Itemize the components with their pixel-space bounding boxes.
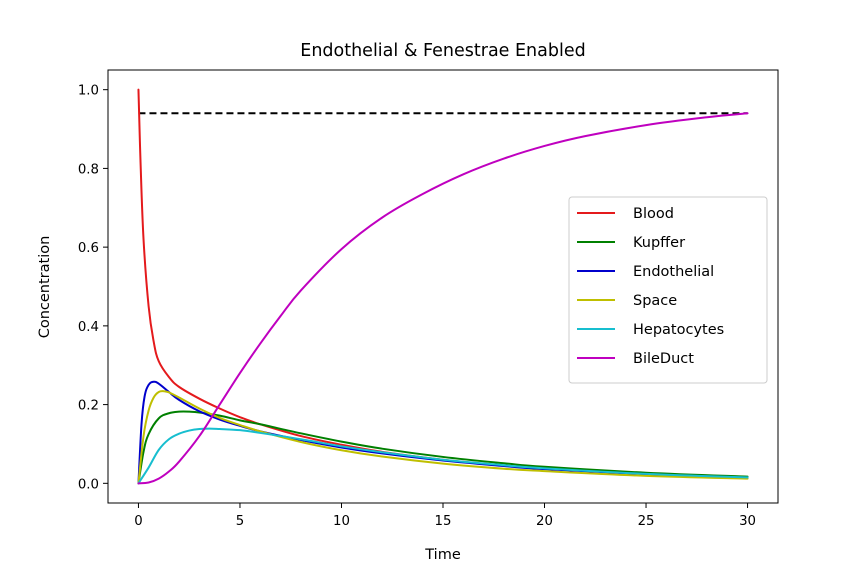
x-tick-label: 20 <box>536 514 553 529</box>
x-axis-label: Time <box>424 547 461 563</box>
legend-box <box>568 196 768 384</box>
y-tick-label: 0.4 <box>78 320 99 335</box>
x-tick-label: 10 <box>333 514 350 529</box>
legend-label: BileDuct <box>633 351 694 367</box>
y-tick-label: 0.0 <box>78 477 99 492</box>
x-axis: 0 5 10 15 20 25 30 <box>134 503 756 529</box>
legend-label: Space <box>633 293 677 309</box>
plot-area <box>137 88 749 485</box>
legend: Blood Kupffer Endothelial Space Hepatocytes B… <box>568 196 768 384</box>
y-axis-label: Concentration <box>37 236 53 339</box>
legend-label: Hepatocytes <box>633 322 724 338</box>
y-tick-label: 0.8 <box>78 162 99 177</box>
x-tick-label: 5 <box>236 514 244 529</box>
series-line-bileduct <box>137 112 749 485</box>
y-tick-label: 0.2 <box>78 399 99 414</box>
series-line-endothelial <box>137 380 749 485</box>
series-line-space <box>137 390 749 485</box>
legend-label: Endothelial <box>633 264 714 280</box>
x-tick-label: 0 <box>134 514 142 529</box>
legend-label: Blood <box>633 206 674 222</box>
y-tick-label: 0.6 <box>78 241 99 256</box>
x-tick-label: 25 <box>638 514 655 529</box>
legend-label: Kupffer <box>633 235 685 251</box>
series-line-kupffer <box>137 410 749 485</box>
y-axis: 0.0 0.2 0.4 0.6 0.8 1.0 <box>78 84 108 492</box>
series-line-hepatocytes <box>137 427 749 485</box>
x-tick-label: 30 <box>739 514 756 529</box>
y-tick-label: 1.0 <box>78 84 99 99</box>
x-tick-label: 15 <box>435 514 452 529</box>
chart-title: Endothelial & Fenestrae Enabled <box>300 41 585 61</box>
